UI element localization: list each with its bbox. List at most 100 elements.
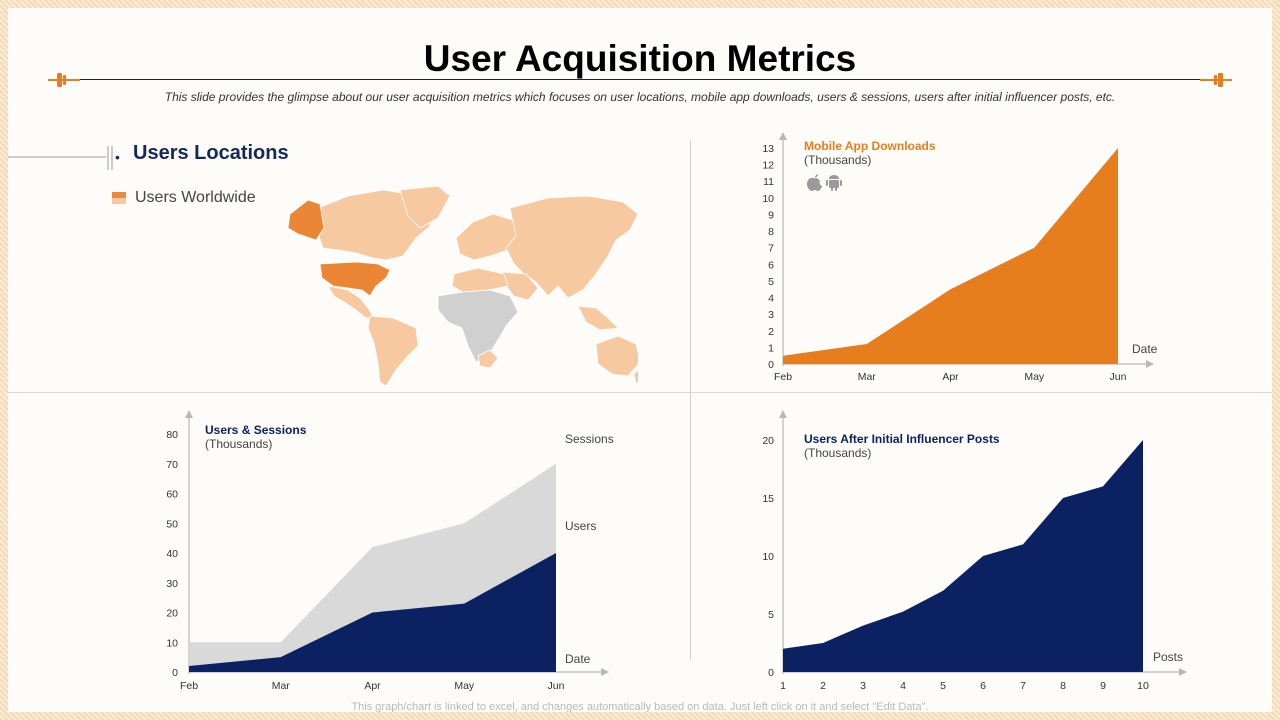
map-south-america — [367, 315, 419, 387]
influencer-chart: 0 5 10 15 20 1 2 3 4 5 6 7 8 9 10 Users After Initial I… — [762, 410, 1187, 692]
world-map — [287, 185, 638, 387]
x-tick-label: Apr — [942, 371, 959, 383]
y-tick-label: 0 — [768, 667, 774, 679]
downloads-area — [783, 148, 1118, 364]
x-tick-label: 5 — [940, 680, 946, 692]
y-tick-label: 8 — [768, 226, 774, 238]
y-tick-label: 2 — [768, 326, 774, 338]
y-axis-arrow — [779, 410, 787, 418]
chart-subtitle: (Thousands) — [804, 446, 871, 460]
y-tick-label: 0 — [768, 359, 774, 371]
x-axis-title: Date — [1132, 342, 1158, 356]
map-southern-africa — [477, 349, 499, 369]
x-tick-label: 1 — [780, 680, 786, 692]
page-subtitle: This slide provides the glimpse about ou… — [164, 90, 1116, 104]
android-icon — [826, 175, 842, 191]
x-tick-label: Feb — [774, 371, 792, 383]
x-axis-title: Posts — [1153, 650, 1183, 664]
x-axis-arrow — [1146, 360, 1154, 368]
y-tick-label: 60 — [166, 489, 178, 501]
y-tick-label: 6 — [768, 259, 774, 271]
x-axis-arrow — [601, 668, 609, 676]
y-tick-label: 70 — [166, 459, 178, 471]
locations-title: Users Locations — [133, 142, 289, 164]
influencer-area — [783, 440, 1143, 672]
y-tick-label: 10 — [762, 193, 774, 205]
y-tick-label: 30 — [166, 578, 178, 590]
y-tick-label: 1 — [768, 342, 774, 354]
footer-note: This graph/chart is linked to excel, and… — [351, 701, 929, 712]
map-usa — [319, 261, 391, 297]
map-australia — [595, 335, 638, 377]
page-title: User Acquisition Metrics — [423, 38, 857, 79]
x-tick-label: Mar — [858, 371, 877, 383]
y-tick-label: 0 — [172, 667, 178, 679]
dumbbell-icon-right — [1200, 73, 1232, 87]
legend-swatch — [112, 192, 126, 204]
locations-accent-lines — [8, 146, 113, 170]
x-tick-label: Feb — [180, 680, 198, 692]
slide: User Acquisition Metrics This slide prov… — [8, 8, 1272, 712]
series-area-users — [189, 553, 556, 672]
sessions-chart: 0 10 20 30 40 50 60 70 80 Feb Mar Apr May Jun Users & … — [166, 410, 614, 692]
map-north-africa — [451, 267, 509, 293]
x-tick-label: 2 — [820, 680, 826, 692]
y-tick-label: 7 — [768, 243, 774, 255]
x-tick-label: Mar — [272, 680, 291, 692]
x-tick-label: 8 — [1060, 680, 1066, 692]
map-north-america — [317, 189, 431, 261]
x-tick-label: 10 — [1137, 680, 1149, 692]
y-tick-label: 20 — [166, 608, 178, 620]
x-tick-label: Jun — [1110, 371, 1127, 383]
x-tick-label: May — [1024, 371, 1045, 383]
chart-title: Mobile App Downloads — [804, 139, 936, 153]
chart-subtitle: (Thousands) — [205, 437, 272, 451]
y-axis-arrow — [185, 410, 193, 418]
y-tick-label: 50 — [166, 518, 178, 530]
map-se-asia — [577, 305, 619, 331]
map-africa — [437, 289, 519, 363]
chart-title: Users & Sessions — [205, 423, 307, 437]
y-tick-label: 12 — [762, 160, 774, 172]
x-tick-label: May — [454, 680, 475, 692]
title-rule — [66, 79, 1214, 80]
locations-bullet: • — [115, 149, 120, 165]
y-tick-label: 20 — [762, 435, 774, 447]
y-tick-label: 3 — [768, 309, 774, 321]
series-label-users: Users — [565, 519, 596, 533]
x-tick-label: Apr — [364, 680, 381, 692]
y-tick-label: 9 — [768, 209, 774, 221]
map-alaska — [287, 199, 325, 241]
x-tick-label: Jun — [548, 680, 565, 692]
y-tick-label: 10 — [166, 637, 178, 649]
map-asia — [505, 195, 638, 299]
y-tick-label: 13 — [762, 143, 774, 155]
y-tick-label: 80 — [166, 429, 178, 441]
x-tick-label: 7 — [1020, 680, 1026, 692]
y-tick-label: 5 — [768, 276, 774, 288]
map-greenland — [399, 185, 451, 229]
chart-subtitle: (Thousands) — [804, 153, 871, 167]
x-tick-label: 6 — [980, 680, 986, 692]
y-axis-arrow — [779, 132, 787, 140]
legend-label: Users Worldwide — [135, 189, 256, 206]
x-tick-label: 4 — [900, 680, 906, 692]
y-tick-label: 5 — [768, 609, 774, 621]
y-tick-label: 11 — [763, 176, 774, 188]
map-new-zealand — [633, 369, 638, 385]
y-tick-label: 40 — [166, 548, 178, 560]
x-tick-label: 3 — [860, 680, 866, 692]
dumbbell-icon-left — [48, 73, 80, 87]
y-tick-label: 4 — [768, 293, 774, 305]
horizontal-divider — [8, 392, 1272, 393]
apple-icon — [807, 174, 822, 191]
x-axis-title: Date — [565, 652, 591, 666]
y-tick-label: 15 — [762, 493, 774, 505]
x-tick-label: 9 — [1100, 680, 1106, 692]
y-tick-label: 10 — [762, 551, 774, 563]
series-label-sessions: Sessions — [565, 432, 614, 446]
vertical-divider — [690, 140, 691, 660]
x-axis-arrow — [1179, 668, 1187, 676]
chart-title: Users After Initial Influencer Posts — [804, 432, 1000, 446]
